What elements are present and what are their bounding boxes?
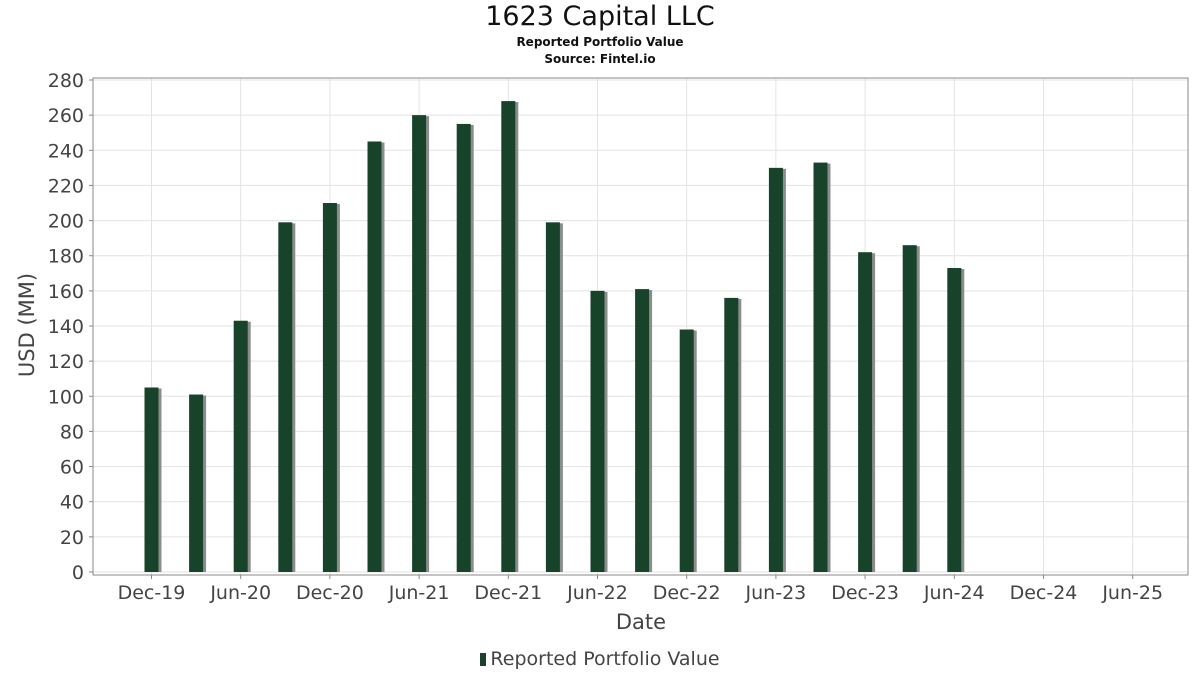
bar [813,162,828,573]
legend: Reported Portfolio Value [0,648,1200,670]
y-tick-label: 180 [48,246,84,268]
y-tick-label: 280 [48,70,84,92]
y-tick-label: 0 [72,562,84,584]
y-tick-label: 160 [48,281,84,303]
y-tick-labels: 0 20 40 60 80 100 120 140 160 180 200 220 240 260 280 [48,70,84,584]
bar [724,297,739,572]
plot-area-border [92,77,1189,576]
bar [501,101,516,572]
y-tick-label: 260 [48,105,84,127]
x-tick-label: Jun-21 [388,582,450,604]
bar [768,167,783,572]
bar [278,222,293,573]
y-tick-label: 240 [48,140,84,162]
x-tick-label: Jun-25 [1101,582,1163,604]
x-tick-label: Jun-20 [209,582,271,604]
x-tick-labels: Dec-19 Jun-20 Dec-20 Jun-21 Dec-21 Jun-22 Dec-… [118,582,1163,604]
chart-source: Source: Fintel.io [544,52,656,66]
legend-label: Reported Portfolio Value [490,648,720,670]
bar [635,289,650,572]
bar [947,268,962,572]
bar [189,394,204,572]
x-tick-label: Dec-21 [474,582,542,604]
y-tick-label: 60 [60,457,84,479]
y-tick-label: 100 [48,386,84,408]
bars [144,101,965,573]
bar [144,387,159,572]
y-tick-label: 140 [48,316,84,338]
bar [367,141,382,572]
y-tick-label: 80 [60,421,84,443]
legend-swatch-icon [480,653,487,666]
x-tick-label: Dec-23 [831,582,899,604]
bar [456,123,471,572]
x-tick-label: Jun-22 [566,582,628,604]
bar [590,290,605,572]
x-axis-label: Date [616,610,666,634]
x-tick-label: Dec-22 [653,582,721,604]
bar [233,320,248,572]
chart-title: 1623 Capital LLC [485,1,715,32]
bar [322,203,337,572]
bar [545,222,560,573]
y-tick-label: 200 [48,211,84,233]
y-tick-label: 220 [48,175,84,197]
x-tick-label: Jun-23 [745,582,807,604]
y-tick-label: 20 [60,527,84,549]
bar [902,245,917,572]
x-tick-label: Dec-20 [296,582,364,604]
bar [858,252,873,572]
x-tick-label: Jun-24 [923,582,985,604]
x-tick-label: Dec-24 [1010,582,1078,604]
y-axis-label: USD (MM) [15,273,39,377]
chart-subtitle: Reported Portfolio Value [516,35,684,49]
y-tick-label: 40 [60,492,84,514]
bar [679,329,694,572]
y-tick-label: 120 [48,351,84,373]
x-tick-label: Dec-19 [118,582,186,604]
bar [412,115,427,573]
